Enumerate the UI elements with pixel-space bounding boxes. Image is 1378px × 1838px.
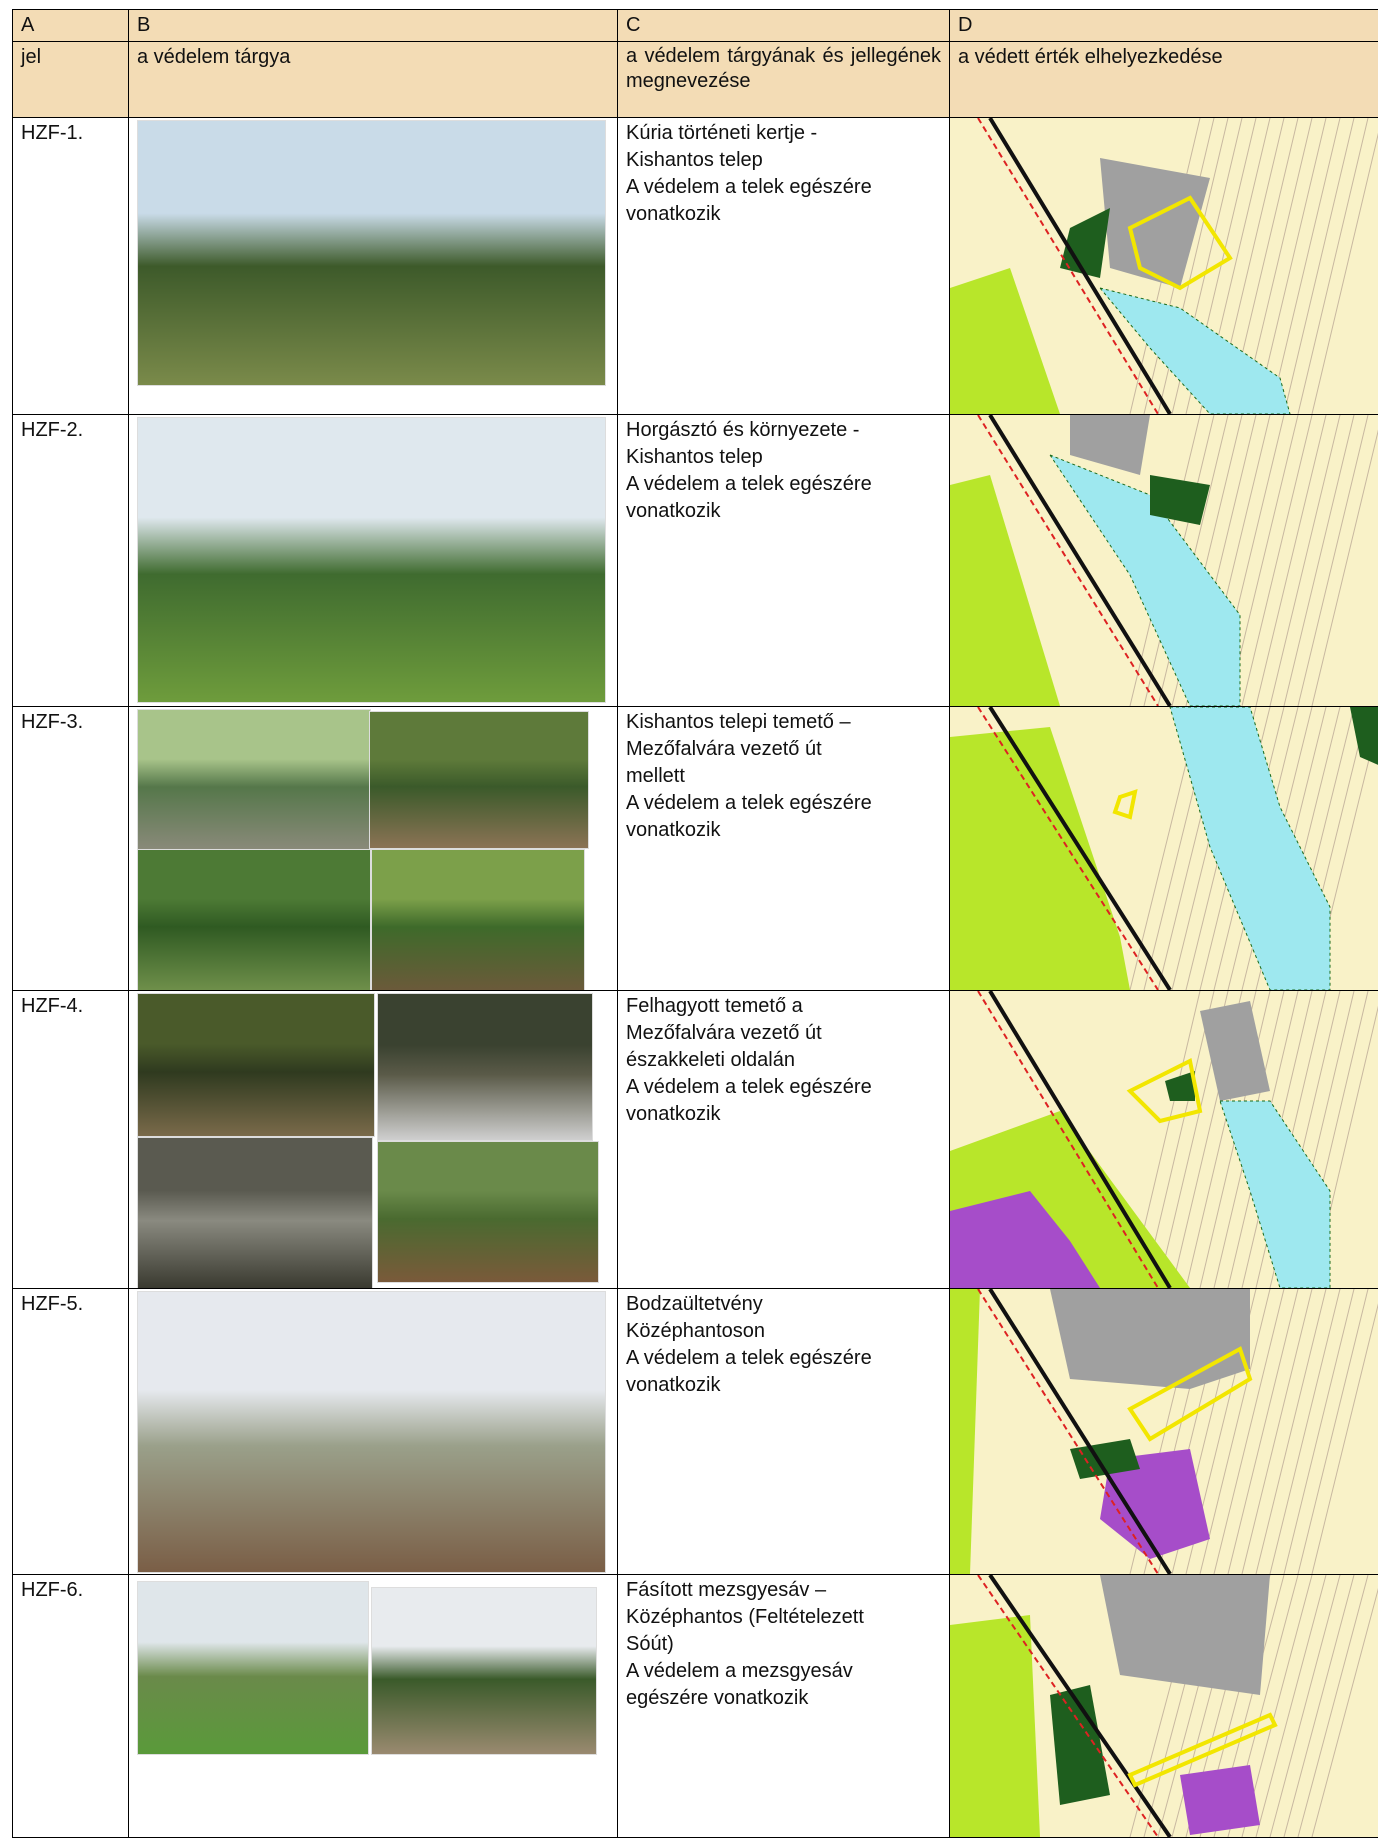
header-cell: a védett érték elhelyezkedése: [950, 42, 1378, 118]
description-line: vonatkozik: [626, 498, 941, 525]
location-map: [950, 1289, 1378, 1574]
row-id: HZF-4.: [13, 991, 129, 1289]
photo-cell: [129, 1289, 618, 1575]
map-cell: [950, 1575, 1378, 1838]
map-cell: [950, 118, 1378, 415]
photo-cell: [129, 1575, 618, 1838]
description-line: A védelem a telek egészére: [626, 174, 941, 201]
photo-area: [129, 707, 617, 990]
description-cell: Horgásztó és környezete -Kishantos telep…: [618, 415, 950, 707]
photo: [137, 417, 606, 703]
description-cell: Kishantos telepi temető –Mezőfalvára vez…: [618, 707, 950, 991]
row-id: HZF-1.: [13, 118, 129, 415]
description-line: A védelem a telek egészére: [626, 1345, 941, 1372]
description-line: Kishantos telepi temető –: [626, 709, 941, 736]
header-cell: D: [950, 10, 1378, 42]
description-line: vonatkozik: [626, 1101, 941, 1128]
photo-cell: [129, 707, 618, 991]
description-line: vonatkozik: [626, 201, 941, 228]
data-row: HZF-1. Kúria történeti kertje -Kishantos …: [13, 118, 1378, 415]
description-line: Középhantos (Feltételezett: [626, 1604, 941, 1631]
map-cell: [950, 1289, 1378, 1575]
photo: [371, 1587, 597, 1755]
photo-cell: [129, 415, 618, 707]
header-cell: A: [13, 10, 129, 42]
map-cell: [950, 415, 1378, 707]
description-line: Kishantos telep: [626, 444, 941, 471]
description-line: mellett: [626, 763, 941, 790]
description-line: Sóút): [626, 1631, 941, 1658]
photo: [377, 993, 593, 1141]
photo: [137, 709, 371, 851]
description-line: Horgásztó és környezete -: [626, 417, 941, 444]
description-line: vonatkozik: [626, 1372, 941, 1399]
row-id: HZF-3.: [13, 707, 129, 991]
description-line: A védelem a telek egészére: [626, 1074, 941, 1101]
photo: [377, 1141, 599, 1283]
photo-cell: [129, 118, 618, 415]
photo: [369, 711, 589, 849]
photo-area: [129, 991, 617, 1288]
row-id: HZF-2.: [13, 415, 129, 707]
row-id: HZF-6.: [13, 1575, 129, 1838]
description-line: Bodzaültetvény: [626, 1291, 941, 1318]
photo-cell: [129, 991, 618, 1289]
location-map: [950, 118, 1378, 414]
photo: [137, 993, 375, 1137]
header-cell: C: [618, 10, 950, 42]
map-cell: [950, 991, 1378, 1289]
data-row: HZF-3. Kishantos telepi temető –Mezőfalvá…: [13, 707, 1378, 991]
description-line: Középhantoson: [626, 1318, 941, 1345]
header-cell: a védelem tárgya: [129, 42, 618, 118]
description-line: vonatkozik: [626, 817, 941, 844]
row-id: HZF-5.: [13, 1289, 129, 1575]
photo-area: [129, 1289, 617, 1574]
data-row: HZF-2. Horgásztó és környezete -Kishantos…: [13, 415, 1378, 707]
header-cell: jel: [13, 42, 129, 118]
header-cell: a védelem tárgyának és jellegének megnev…: [618, 42, 950, 118]
agri-zone: [950, 1615, 1040, 1837]
photo: [137, 1581, 369, 1755]
location-map: [950, 415, 1378, 706]
location-map: [950, 1575, 1378, 1837]
location-map: [950, 991, 1378, 1288]
description-line: Mezőfalvára vezető út: [626, 1020, 941, 1047]
photo: [371, 849, 585, 991]
photo: [137, 849, 371, 991]
description-line: Kishantos telep: [626, 147, 941, 174]
photo-area: [129, 118, 617, 414]
header-cell: B: [129, 10, 618, 42]
built-zone: [1050, 1289, 1250, 1389]
photo: [137, 120, 606, 386]
description-line: A védelem a mezsgyesáv: [626, 1658, 941, 1685]
description-line: északkeleti oldalán: [626, 1047, 941, 1074]
description-line: A védelem a telek egészére: [626, 471, 941, 498]
description-cell: Fásított mezsgyesáv –Középhantos (Feltét…: [618, 1575, 950, 1838]
description-line: Kúria történeti kertje -: [626, 120, 941, 147]
map-cell: [950, 707, 1378, 991]
photo-area: [129, 415, 617, 706]
description-line: A védelem a telek egészére: [626, 790, 941, 817]
description-line: Fásított mezsgyesáv –: [626, 1577, 941, 1604]
description-line: Mezőfalvára vezető út: [626, 736, 941, 763]
photo-area: [129, 1575, 617, 1837]
description-line: Felhagyott temető a: [626, 993, 941, 1020]
data-row: HZF-6. Fásított mezsgyesáv –Középhantos (…: [13, 1575, 1378, 1838]
location-map: [950, 707, 1378, 990]
description-line: egészére vonatkozik: [626, 1685, 941, 1712]
photo: [137, 1291, 606, 1573]
photo: [137, 1137, 373, 1289]
